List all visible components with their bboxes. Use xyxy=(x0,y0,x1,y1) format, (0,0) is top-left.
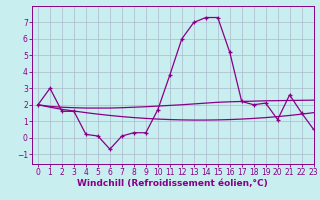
X-axis label: Windchill (Refroidissement éolien,°C): Windchill (Refroidissement éolien,°C) xyxy=(77,179,268,188)
